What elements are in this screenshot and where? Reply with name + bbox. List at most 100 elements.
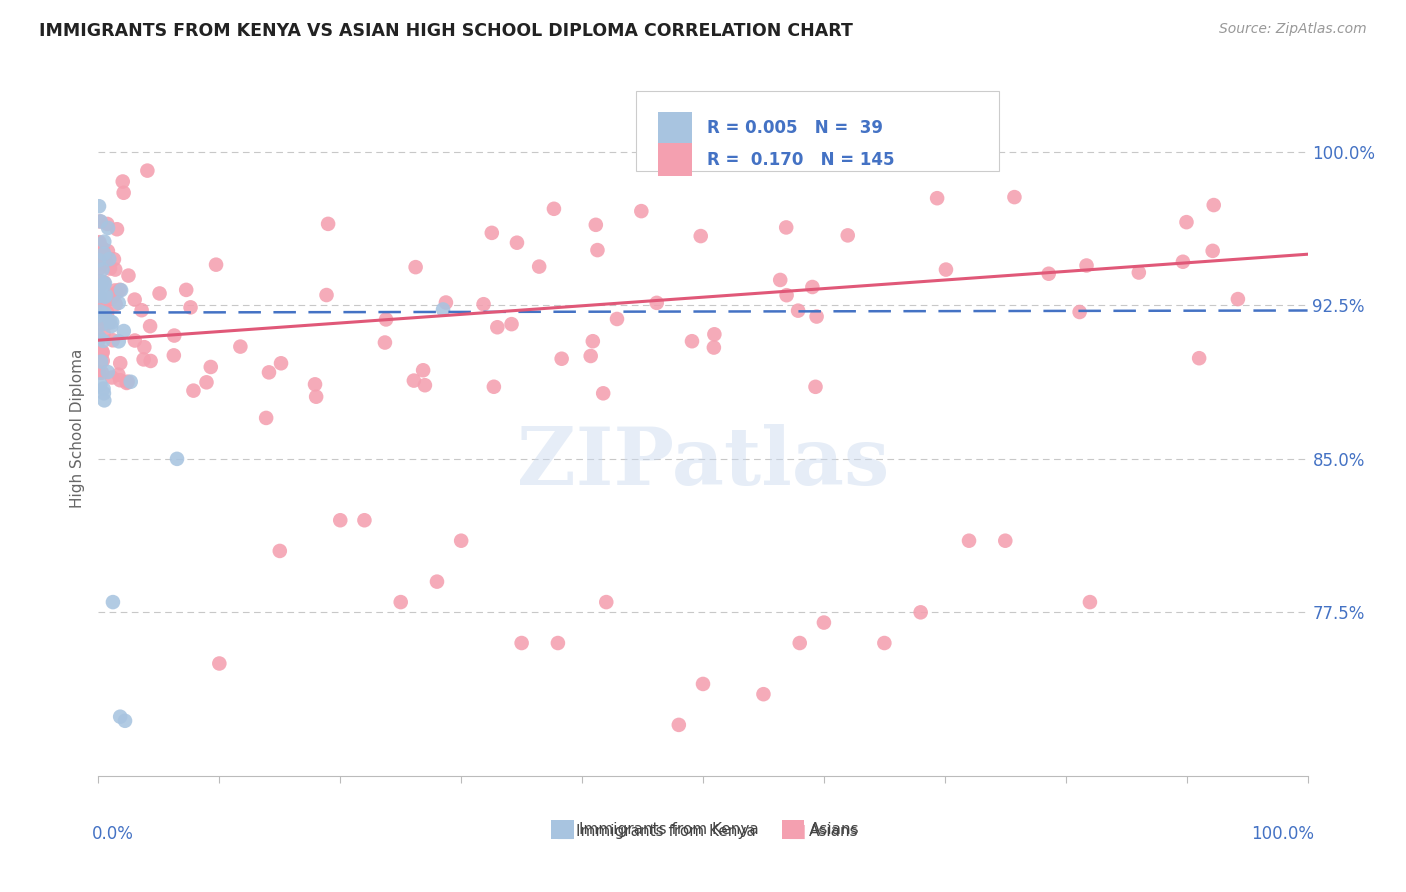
FancyBboxPatch shape [658,143,692,177]
Point [1038,267,1060,281]
Point [96,306,118,320]
Point [482,380,505,394]
Bar [551,820,574,839]
Point [90,275,112,289]
Point [630,204,652,219]
Point [114,714,136,728]
Point [103,252,125,267]
Point [1202,198,1225,212]
Point [94,249,117,263]
Point [304,377,326,392]
Point [692,677,714,691]
Point [90,354,112,368]
Text: Asians: Asians [808,824,858,838]
Point [89,256,111,270]
Point [91,242,114,256]
Text: R = 0.005   N =  39: R = 0.005 N = 39 [707,120,883,137]
Point [87,280,110,294]
Point [94,254,117,268]
Point [120,375,142,389]
Point [254,411,277,425]
Point [97,316,120,330]
Point [434,295,457,310]
Point [775,288,797,302]
Point [681,334,703,349]
Point [132,352,155,367]
Point [93,275,115,289]
Point [93,306,115,320]
Point [775,220,797,235]
Point [374,335,396,350]
Text: Asians: Asians [810,822,859,837]
Y-axis label: High School Diploma: High School Diploma [70,349,86,508]
Point [205,258,228,272]
Point [229,340,252,354]
Point [837,228,859,243]
FancyBboxPatch shape [637,91,1000,170]
Point [110,356,132,370]
Point [582,334,605,349]
Point [208,657,231,671]
Point [804,380,827,394]
Point [316,217,339,231]
Point [101,333,124,347]
Point [257,365,280,379]
Point [586,243,609,257]
Text: IMMIGRANTS FROM KENYA VS ASIAN HIGH SCHOOL DIPLOMA CORRELATION CHART: IMMIGRANTS FROM KENYA VS ASIAN HIGH SCHO… [39,22,853,40]
Point [1004,190,1026,204]
Point [93,326,115,341]
Point [801,280,824,294]
Point [93,246,115,260]
Text: Source: ZipAtlas.com: Source: ZipAtlas.com [1219,22,1367,37]
Point [124,334,146,348]
Point [1078,595,1101,609]
Point [148,286,170,301]
Point [94,290,117,304]
Point [1076,259,1098,273]
Point [98,261,121,276]
Point [103,288,125,302]
Point [111,174,134,188]
Point [131,303,153,318]
Point [163,328,186,343]
Point [1188,351,1211,366]
Point [87,333,110,347]
Point [163,348,186,362]
Point [195,376,218,390]
Point [200,359,222,374]
FancyBboxPatch shape [658,112,692,145]
Point [112,324,135,338]
Point [139,354,162,368]
Point [166,451,188,466]
Point [89,296,111,310]
Point [104,284,127,298]
Point [91,334,114,348]
Point [117,268,139,283]
Point [91,317,114,331]
Point [101,595,124,609]
Text: Immigrants from Kenya: Immigrants from Kenya [579,822,759,837]
Point [1171,254,1194,268]
Point [108,283,131,297]
Point [592,386,614,401]
Text: R =  0.170   N = 145: R = 0.170 N = 145 [707,151,894,169]
Point [405,260,427,274]
Point [389,595,412,609]
Point [510,636,533,650]
Point [87,253,110,268]
Point [180,301,202,315]
Point [703,341,725,355]
Point [87,236,110,251]
Text: ZIPatlas: ZIPatlas [517,424,889,502]
Point [108,709,131,723]
Point [689,229,711,244]
Point [543,202,565,216]
Point [927,191,949,205]
Point [107,296,129,310]
Point [101,291,124,305]
Point [769,273,792,287]
Point [1175,215,1198,229]
Point [96,217,118,231]
Point [1202,244,1225,258]
Point [139,319,162,334]
